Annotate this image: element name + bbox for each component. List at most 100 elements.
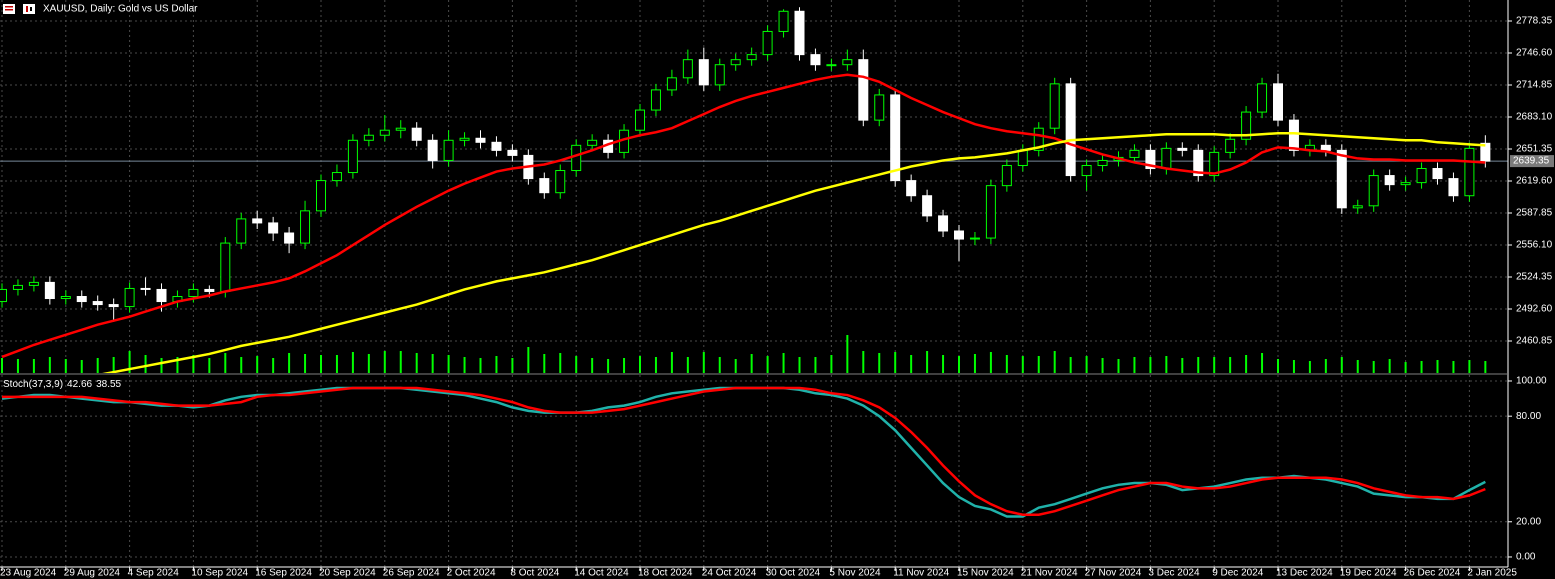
- candle-body: [698, 59, 709, 86]
- candle-body: [331, 172, 342, 182]
- candle-body: [842, 59, 853, 66]
- candle-body: [92, 301, 103, 306]
- y-tick-label: 0.00: [1516, 552, 1536, 563]
- candle-body: [858, 59, 869, 121]
- candle-body: [1177, 147, 1188, 151]
- candle-body: [411, 127, 422, 141]
- x-tick-label: 11 Nov 2024: [893, 568, 949, 579]
- candle-body: [507, 149, 518, 156]
- candle-body: [635, 109, 645, 131]
- candle-body: [1416, 168, 1427, 184]
- candle-body: [1129, 149, 1140, 158]
- candle-body: [730, 59, 741, 66]
- candle-body: [778, 10, 789, 32]
- candle-body: [1288, 119, 1299, 151]
- x-tick-label: 3 Dec 2024: [1148, 568, 1200, 579]
- y-tick-label: 2587.85: [1516, 208, 1553, 219]
- candle-body: [1480, 142, 1491, 162]
- candle-body: [1097, 159, 1108, 166]
- candle-body: [1352, 205, 1363, 209]
- candle-body: [810, 54, 821, 66]
- candle-body: [60, 296, 71, 300]
- candle-body: [1225, 138, 1236, 153]
- candle-body: [1400, 182, 1411, 186]
- candle-body: [1448, 178, 1459, 197]
- candle-body: [395, 127, 406, 131]
- candle-body: [220, 242, 231, 292]
- y-tick-label: 2778.35: [1516, 16, 1553, 27]
- candle-body: [682, 59, 693, 79]
- current-price-label: 2639.35: [1513, 156, 1550, 167]
- x-tick-label: 13 Dec 2024: [1276, 568, 1333, 579]
- candle-body: [363, 134, 374, 141]
- candle-body: [204, 288, 215, 292]
- y-tick-label: 2619.60: [1516, 176, 1553, 187]
- indicator-signal-value: 38.55: [96, 379, 121, 390]
- candle-body: [555, 170, 566, 194]
- candle-body: [1049, 83, 1060, 129]
- candle-body: [826, 64, 837, 67]
- y-tick-label: 2460.85: [1516, 336, 1553, 347]
- candle-body: [1065, 83, 1076, 177]
- x-tick-label: 8 Oct 2024: [510, 568, 559, 579]
- indicator-main-value: 42.66: [67, 379, 92, 390]
- y-tick-label: 20.00: [1516, 516, 1541, 527]
- candle-body: [1384, 175, 1395, 186]
- candle-body: [1193, 149, 1204, 177]
- candle-body: [140, 287, 151, 290]
- candle-body: [985, 185, 996, 239]
- x-tick-label: 2 Jan 2025: [1467, 568, 1517, 579]
- candle-body: [44, 281, 55, 300]
- x-tick-label: 16 Sep 2024: [255, 568, 312, 579]
- candle-body: [762, 30, 773, 56]
- candle-body: [1241, 111, 1252, 140]
- candle-body: [1336, 149, 1347, 209]
- candle-body: [427, 139, 438, 161]
- candle-body: [347, 139, 358, 174]
- price-panel: [0, 7, 1508, 373]
- candle-body: [874, 94, 885, 121]
- candle-body: [746, 54, 757, 61]
- candle-body: [650, 89, 661, 111]
- indicator-title: Stoch(37,3,9) 42.66 38.55: [3, 379, 122, 390]
- candle-body: [1257, 83, 1268, 113]
- x-tick-label: 20 Sep 2024: [319, 568, 376, 579]
- y-tick-label: 2492.60: [1516, 304, 1553, 315]
- y-tick-label: 2556.10: [1516, 240, 1553, 251]
- candle-body: [475, 137, 486, 143]
- x-tick-label: 18 Oct 2024: [638, 568, 693, 579]
- candle-body: [268, 222, 279, 234]
- candle-body: [890, 94, 901, 182]
- candle-body: [491, 141, 502, 151]
- candle-body: [0, 288, 7, 303]
- candle-body: [666, 77, 677, 91]
- indicator-line: [2, 386, 1486, 516]
- x-tick-label: 23 Aug 2024: [0, 568, 57, 579]
- candle-body: [794, 10, 805, 56]
- candle-body: [12, 284, 23, 290]
- candle-body: [156, 288, 167, 303]
- candle-body: [969, 237, 980, 240]
- candle-body: [1081, 164, 1092, 177]
- candle-body: [1432, 168, 1443, 180]
- x-tick-label: 26 Sep 2024: [383, 568, 440, 579]
- candle-body: [443, 139, 454, 161]
- candle-body: [284, 232, 295, 244]
- chart-header: XAUUSD, Daily: Gold vs US Dollar: [3, 4, 198, 15]
- current-price-box: [1510, 155, 1554, 168]
- icon: [5, 6, 13, 8]
- x-tick-label: 29 Aug 2024: [64, 568, 121, 579]
- stochastic-panel: [1, 386, 1486, 518]
- candle-body: [1017, 149, 1028, 166]
- x-tick-label: 10 Sep 2024: [191, 568, 248, 579]
- x-tick-label: 19 Dec 2024: [1340, 568, 1397, 579]
- x-tick-label: 21 Nov 2024: [1021, 568, 1078, 579]
- x-tick-label: 5 Nov 2024: [829, 568, 881, 579]
- candle-body: [188, 288, 199, 298]
- candle-body: [236, 218, 247, 244]
- candle-body: [1273, 83, 1283, 121]
- candle-body: [252, 218, 263, 224]
- candle-body: [1464, 147, 1475, 197]
